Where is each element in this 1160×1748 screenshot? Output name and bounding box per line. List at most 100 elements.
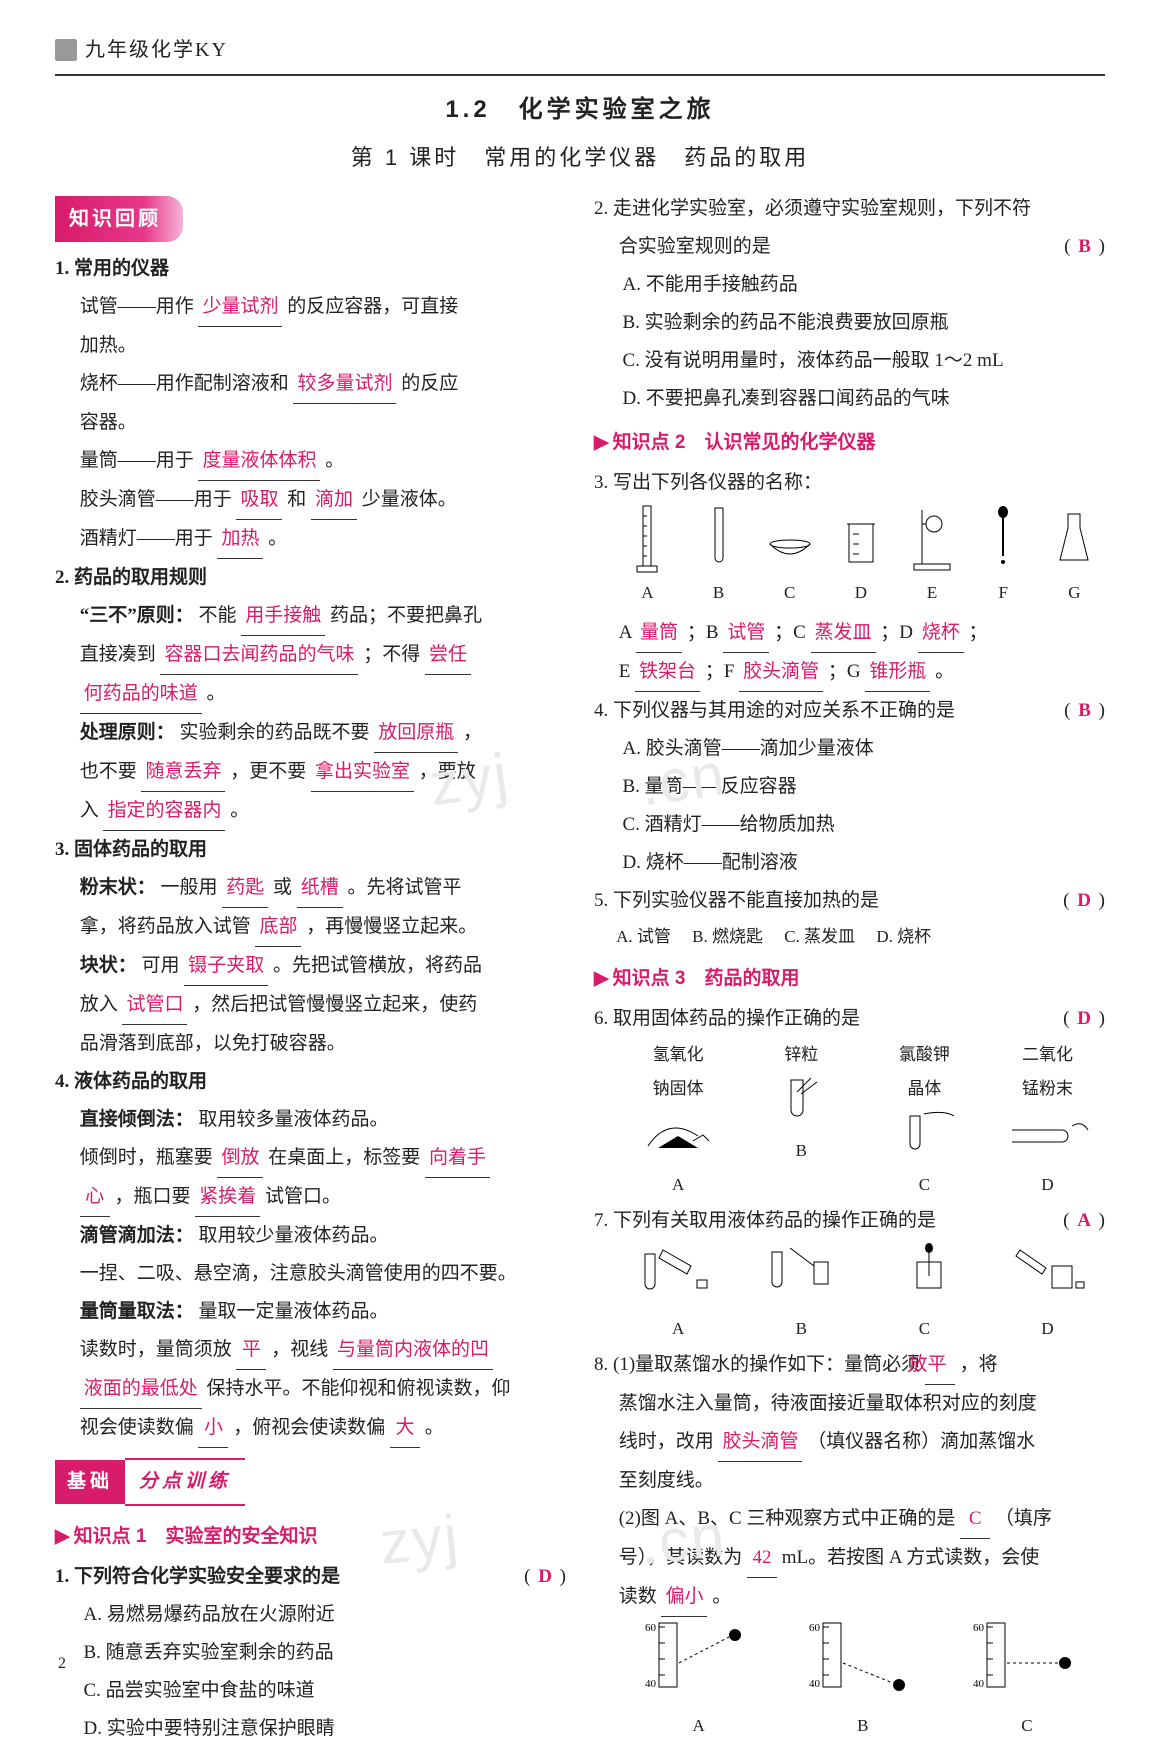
line: 视会使读数偏 小 ，俯视会使读数偏 大 。 — [55, 1409, 566, 1448]
pour-correct-icon — [633, 1240, 723, 1300]
blank: 度量液体体积 — [198, 442, 320, 481]
answer: B — [1075, 236, 1094, 257]
line: (2)图 A、B、C 三种观察方式中正确的是 C （填序 — [594, 1500, 1105, 1539]
right-column: 2. 走进化学实验室，必须遵守实验室规则，下列不符 合实验室规则的是 ( B )… — [594, 190, 1105, 1748]
line: 块状： 可用 镊子夹取 。先把试管横放，将药品 — [55, 947, 566, 986]
question-7: 7. 下列有关取用液体药品的操作正确的是 ( A ) — [594, 1202, 1105, 1240]
blank: 少量试剂 — [198, 288, 282, 327]
two-column-body: 知识回顾 1. 常用的仪器 试管——用作 少量试剂 的反应容器，可直接 加热。 … — [55, 190, 1105, 1748]
line: 加热。 — [55, 327, 566, 365]
pour-wrong2-icon — [1002, 1240, 1092, 1300]
answer-slot: ( D ) — [549, 1558, 566, 1596]
q7-diagrams: A B C D — [594, 1240, 1105, 1346]
q4-choices: A. 胶头滴管——滴加少量液体 B. 量筒——反应容器 C. 酒精灯——给物质加… — [594, 730, 1105, 882]
text: 。 — [230, 800, 249, 821]
answer-slot: ( D ) — [1088, 882, 1105, 920]
text: 8. (1)量取蒸馏水的操作如下：量筒必须 — [594, 1354, 920, 1375]
q5-choices: A. 试管 B. 燃烧匙 C. 蒸发皿 D. 烧杯 — [594, 920, 1105, 954]
q7-diagram-a: A — [621, 1240, 736, 1346]
text: ； — [969, 622, 988, 643]
page-header: 九年级化学KY — [55, 30, 1105, 76]
question-2: 2. 走进化学实验室，必须遵守实验室规则，下列不符 — [594, 190, 1105, 228]
label: D — [990, 1312, 1105, 1346]
text: 滴管滴加法： — [80, 1225, 194, 1246]
text: 读数 — [619, 1586, 657, 1607]
question-6: 6. 取用固体药品的操作正确的是 ( D ) — [594, 1000, 1105, 1038]
kp-text: 知识点 3 药品的取用 — [613, 968, 800, 989]
text: 5. 下列实验仪器不能直接加热的是 — [594, 890, 879, 911]
blank: 吸取 — [236, 481, 282, 520]
tag-basic: 基础 分点训练 — [55, 1458, 245, 1506]
text: ， — [463, 722, 482, 743]
section-title: 1.2 化学实验室之旅 — [55, 86, 1105, 134]
label: C — [867, 1168, 982, 1202]
label: A — [619, 622, 632, 643]
answer: D — [1074, 1008, 1094, 1029]
text: 。 — [206, 683, 225, 704]
choice-d: D. 烧杯 — [876, 927, 931, 946]
text: 号），其读数为 — [619, 1547, 743, 1568]
q8-diagram-a: 6040 A — [621, 1617, 777, 1743]
answer: D — [1074, 890, 1094, 911]
page-number: 2 — [58, 1648, 66, 1680]
instrument-row: A B C D E F G — [594, 502, 1105, 614]
text: (2)图 A、B、C 三种观察方式中正确的是 — [619, 1508, 956, 1529]
tube-tweezer-icon — [761, 1072, 841, 1122]
line: 也不要 随意丢弃 ，更不要 拿出实验室 ，要放 — [55, 753, 566, 792]
blank: 大 — [390, 1409, 420, 1448]
svg-text:40: 40 — [973, 1678, 985, 1690]
line: “三不”原则： 不能 用手接触 药品；不要把鼻孔 — [55, 597, 566, 636]
svg-text:40: 40 — [809, 1678, 821, 1690]
line: 粉末状： 一般用 药匙 或 纸槽 。先将试管平 — [55, 869, 566, 908]
line: 倾倒时，瓶塞要 倒放 在桌面上，标签要 向着手 — [55, 1139, 566, 1178]
dropper-wrong-icon — [879, 1240, 969, 1300]
choice-c: C. 品尝实验室中食盐的味道 — [84, 1672, 567, 1710]
line: 读数时，量筒须放 平 ，视线 与量筒内液体的凹 — [55, 1331, 566, 1370]
text: 量筒——用于 — [80, 450, 194, 471]
line: 烧杯——用作配制溶液和 较多量试剂 的反应 — [55, 365, 566, 404]
blank: 滴加 — [311, 481, 357, 520]
label: ；C — [774, 622, 806, 643]
text: 也不要 — [80, 761, 137, 782]
label: A — [621, 1709, 777, 1743]
label: D — [990, 1168, 1105, 1202]
blank: 平 — [236, 1331, 266, 1370]
caption: 氢氧化 钠固体 — [621, 1038, 736, 1106]
text: 。先把试管横放，将药品 — [273, 955, 482, 976]
text: 处理原则： — [80, 722, 175, 743]
text: 量取一定量液体药品。 — [198, 1301, 388, 1322]
knowledge-point-1: ▶知识点 1 实验室的安全知识 — [55, 1518, 566, 1556]
text: 胶头滴管——用于 — [80, 489, 232, 510]
cylinder-read-below-icon: 6040 — [803, 1617, 923, 1697]
choice-a: A. 胶头滴管——滴加少量液体 — [623, 730, 1106, 768]
line: 蒸馏水注入量筒，待液面接近量取体积对应的刻度 — [594, 1385, 1105, 1423]
question-3: 3. 写出下列各仪器的名称： — [594, 464, 1105, 502]
blank: 42 — [747, 1539, 777, 1578]
q7-diagram-d: D — [990, 1240, 1105, 1346]
text: 块状： — [80, 955, 137, 976]
label: ；B — [687, 622, 719, 643]
text: 少量液体。 — [362, 489, 457, 510]
text: 拿，将药品放入试管 — [80, 916, 251, 937]
text: 2. 走进化学实验室，必须遵守实验室规则，下列不符 — [594, 198, 1031, 219]
text: ，然后把试管慢慢竖立起来，使药 — [192, 994, 477, 1015]
svg-text:40: 40 — [645, 1678, 657, 1690]
choice-d: D. 不要把鼻孔凑到容器口闻药品的气味 — [623, 380, 1106, 418]
label: ；F — [705, 661, 735, 682]
text: ，再慢慢竖立起来。 — [306, 916, 477, 937]
blank: 指定的容器内 — [103, 792, 225, 831]
question-8-line1: 8. (1)量取蒸馏水的操作如下：量筒必须 放平 ，将 — [594, 1346, 1105, 1385]
answer: B — [1075, 700, 1094, 721]
text: 和 — [287, 489, 306, 510]
line: 放入 试管口 ，然后把试管慢慢竖立起来，使药 — [55, 986, 566, 1025]
label: A — [641, 583, 653, 602]
label: G — [1068, 583, 1080, 602]
heading-3: 3. 固体药品的取用 — [55, 831, 566, 869]
tube-horizontal-icon — [1002, 1106, 1092, 1156]
pour-wrong1-icon — [756, 1240, 846, 1300]
q6-diagram-b: 锌粒 B — [744, 1038, 859, 1202]
blank: 烧杯 — [918, 614, 964, 653]
text: 放入 — [80, 994, 118, 1015]
choice-b: B. 量筒——反应容器 — [623, 768, 1106, 806]
text: 在桌面上，标签要 — [268, 1147, 420, 1168]
